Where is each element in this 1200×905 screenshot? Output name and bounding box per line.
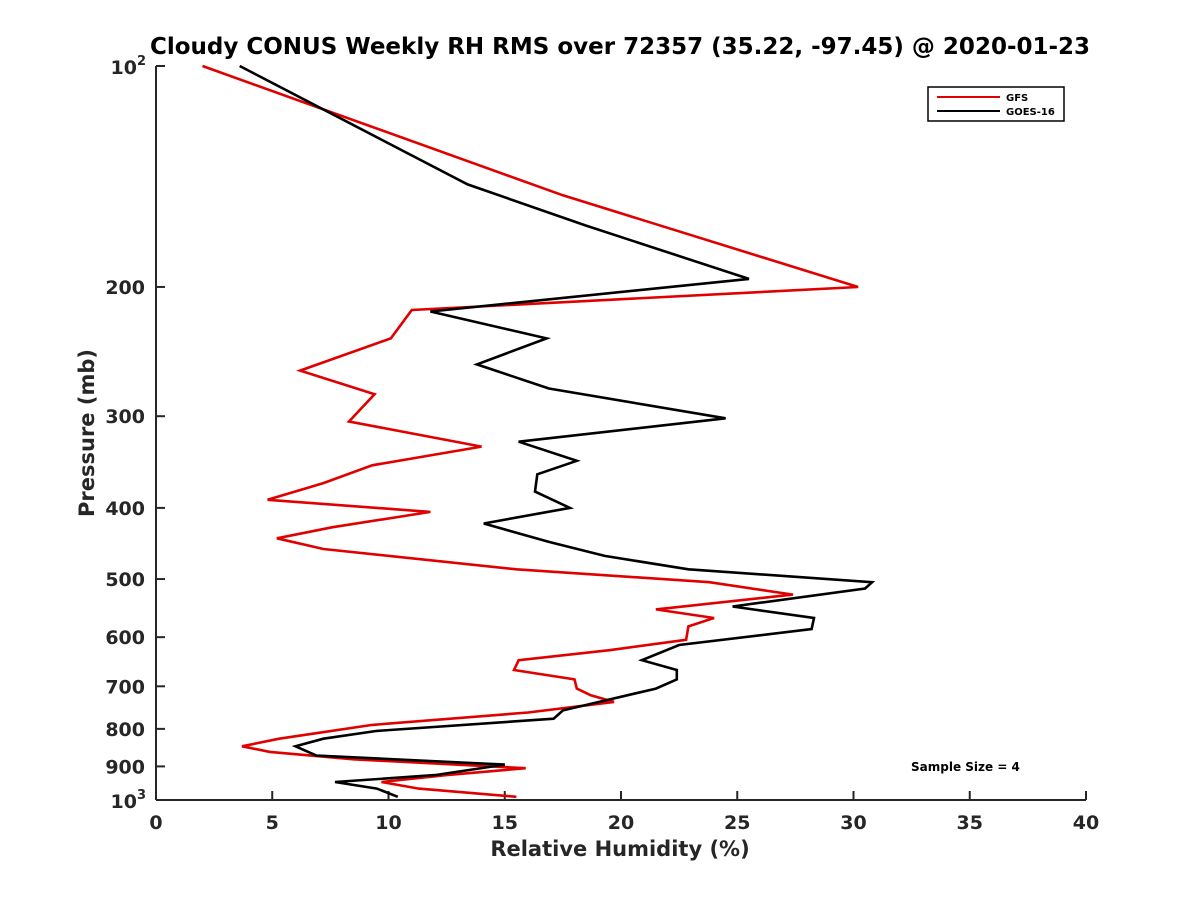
y-tick-label: 600 (105, 627, 145, 649)
y-tick-label: 400 (105, 498, 145, 520)
y-tick-label: 300 (105, 406, 145, 428)
x-tick-label: 5 (266, 812, 279, 834)
y-axis-label: Pressure (mb) (75, 349, 99, 517)
legend-box (927, 86, 1065, 122)
x-tick-label: 10 (375, 812, 401, 834)
chart-title: Cloudy CONUS Weekly RH RMS over 72357 (3… (150, 34, 1090, 60)
x-tick-label: 40 (1073, 812, 1099, 834)
legend-label-gfs: GFS (1006, 93, 1028, 104)
x-tick-label: 20 (608, 812, 634, 834)
x-tick-label: 25 (724, 812, 750, 834)
x-tick-label: 30 (840, 812, 866, 834)
legend: GFS GOES-16 (927, 86, 1065, 122)
y-tick-label: 500 (105, 569, 145, 591)
y-tick-label: 700 (105, 676, 145, 698)
legend-label-goes-16: GOES-16 (1006, 107, 1055, 118)
sample-size-annotation: Sample Size = 4 (911, 760, 1020, 774)
series-layer (202, 64, 876, 799)
x-axis-label: Relative Humidity (%) (490, 837, 749, 861)
y-tick-label: 800 (105, 719, 145, 741)
series-line-gfs (202, 64, 859, 799)
x-ticks: 0 5 10 15 20 25 30 35 40 (149, 791, 1099, 834)
x-tick-label: 15 (492, 812, 518, 834)
y-tick-label: 900 (105, 756, 145, 778)
y-tick-label: 200 (105, 277, 145, 299)
series-line-goes-16 (239, 64, 876, 799)
x-tick-label: 35 (957, 812, 983, 834)
x-tick-label: 0 (149, 812, 162, 834)
